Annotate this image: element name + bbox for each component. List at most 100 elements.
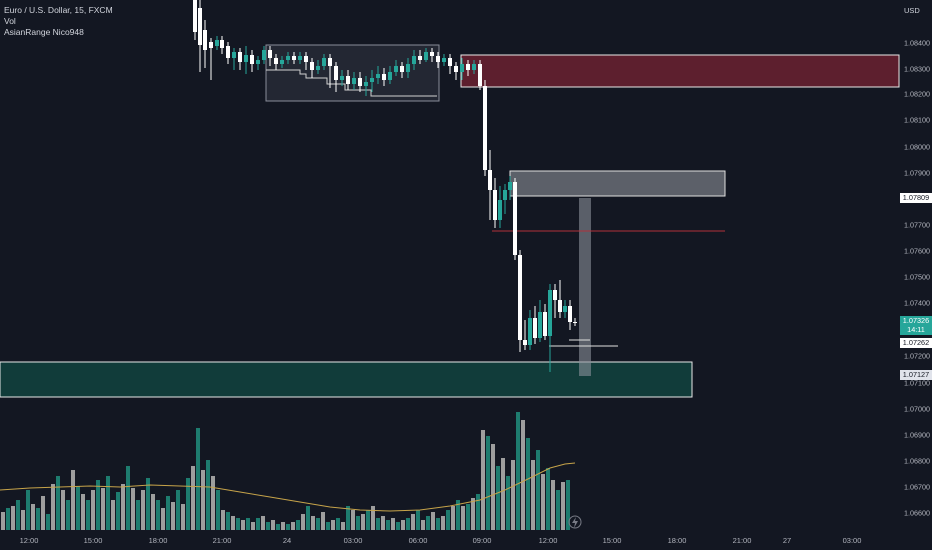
volume-bar — [6, 508, 10, 530]
price-chart[interactable] — [0, 0, 900, 530]
price-tick: 1.07700 — [904, 220, 930, 230]
volume-bar — [261, 516, 265, 530]
volume-bar — [91, 490, 95, 530]
asian-range-box — [265, 44, 440, 102]
price-tick: 1.07100 — [904, 378, 930, 388]
volume-bar — [331, 520, 335, 530]
candle-body — [238, 52, 242, 62]
time-tick: 03:00 — [842, 536, 862, 545]
volume-bar — [231, 516, 235, 530]
volume-bar — [246, 518, 250, 530]
volume-bar — [401, 520, 405, 530]
volume-bar — [541, 474, 545, 530]
candle-body — [215, 40, 219, 46]
volume-bar — [436, 518, 440, 530]
asian-range-indicator-title[interactable]: AsianRange Nico948 — [4, 27, 84, 37]
volume-bar — [531, 460, 535, 530]
chart-background — [0, 0, 900, 530]
candle-body — [406, 64, 410, 72]
candle-body — [568, 306, 572, 322]
volume-bar — [1, 512, 5, 530]
volume-bar — [316, 518, 320, 530]
candle-body — [508, 182, 512, 190]
volume-bar — [141, 490, 145, 530]
candle-body — [483, 86, 487, 170]
volume-bar — [291, 522, 295, 530]
volume-bar — [71, 470, 75, 530]
volume-bar — [356, 516, 360, 530]
time-tick: 03:00 — [343, 536, 363, 545]
volume-bar — [131, 488, 135, 530]
candle-body — [436, 56, 440, 62]
candle-body — [346, 76, 350, 84]
candle-body — [358, 78, 362, 86]
time-tick: 12:00 — [538, 536, 558, 545]
candle-body — [268, 50, 272, 58]
price-tick: 1.07000 — [904, 404, 930, 414]
volume-bar — [256, 518, 260, 530]
volume-ma-line — [0, 462, 576, 512]
volume-bar — [486, 436, 490, 530]
volume-bar — [181, 504, 185, 530]
volume-bar — [501, 458, 505, 530]
volume-bar — [371, 506, 375, 530]
volume-bar — [496, 466, 500, 530]
time-tick: 18:00 — [148, 536, 168, 545]
price-tick: 1.07600 — [904, 246, 930, 256]
candle-body — [400, 66, 404, 72]
volume-bar — [161, 508, 165, 530]
volume-indicator-title[interactable]: Vol — [4, 16, 16, 26]
volume-bar — [116, 492, 120, 530]
volume-bar — [366, 510, 370, 530]
volume-bar — [56, 476, 60, 530]
price-tick: 1.06700 — [904, 482, 930, 492]
price-tick: 1.06600 — [904, 508, 930, 518]
symbol-title[interactable]: Euro / U.S. Dollar, 15, FXCM — [4, 5, 113, 15]
current-price-label: 1.07326 — [900, 316, 932, 326]
candle-body — [573, 322, 577, 323]
volume-bar — [546, 468, 550, 530]
time-tick: 15:00 — [83, 536, 103, 545]
time-axis[interactable] — [0, 530, 932, 550]
volume-bar — [221, 510, 225, 530]
candle-body — [382, 74, 386, 80]
volume-bar — [421, 520, 425, 530]
candle-body — [538, 312, 542, 338]
projection-bar — [579, 198, 591, 376]
price-tick: 1.08400 — [904, 38, 930, 48]
volume-bar — [441, 516, 445, 530]
price-tick: 1.08200 — [904, 89, 930, 99]
candle-body — [418, 56, 422, 60]
volume-bar — [21, 510, 25, 530]
level-price-label: 1.07809 — [900, 193, 932, 203]
volume-bar — [286, 524, 290, 530]
bar-countdown-label: 14:11 — [900, 325, 932, 335]
candle-body — [316, 66, 320, 70]
time-tick: 15:00 — [602, 536, 622, 545]
level-price-label: 1.07262 — [900, 338, 932, 348]
price-axis-unit: USD — [904, 6, 920, 15]
volume-bar — [346, 506, 350, 530]
candle-body — [388, 72, 392, 80]
volume-bar — [266, 522, 270, 530]
volume-bar — [411, 514, 415, 530]
volume-bar — [326, 522, 330, 530]
candle-body — [274, 58, 278, 64]
volume-bar — [11, 506, 15, 530]
volume-bar — [556, 490, 560, 530]
time-tick: 12:00 — [19, 536, 39, 545]
candle-body — [334, 66, 338, 80]
volume-bar — [66, 500, 70, 530]
candle-body — [563, 306, 567, 312]
volume-bar — [536, 450, 540, 530]
volume-bar — [86, 500, 90, 530]
candle-body — [533, 318, 537, 338]
volume-bar — [341, 522, 345, 530]
volume-bar — [311, 516, 315, 530]
volume-bar — [191, 466, 195, 530]
price-tick: 1.07900 — [904, 168, 930, 178]
candle-body — [198, 8, 202, 45]
volume-bar — [271, 520, 275, 530]
volume-bar — [481, 430, 485, 530]
candle-body — [250, 55, 254, 64]
